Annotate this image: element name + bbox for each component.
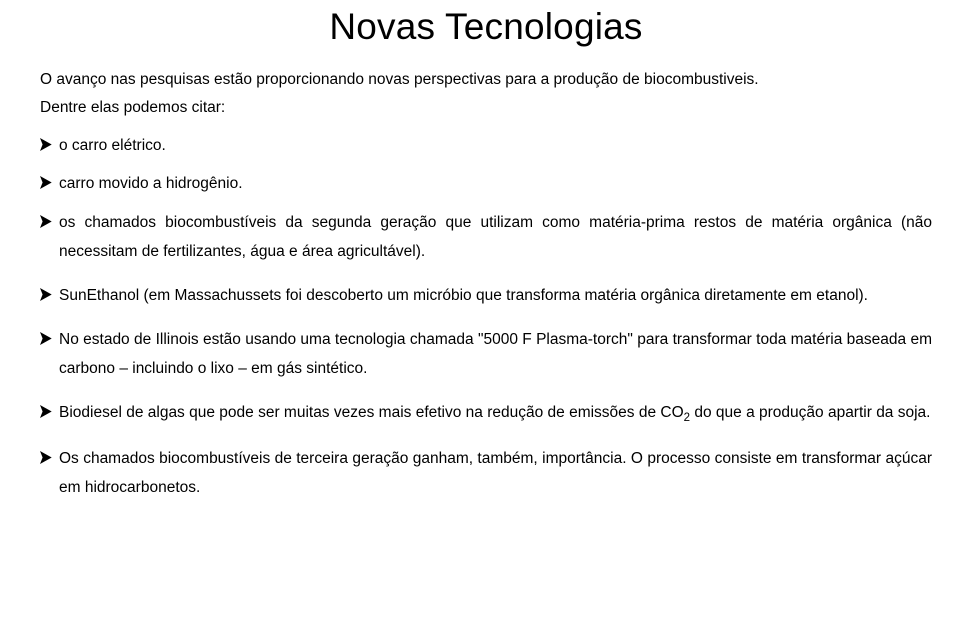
arrow-icon: [40, 169, 53, 199]
arrow-icon: [40, 208, 53, 238]
bullet-text: Os chamados biocombustíveis de terceira …: [59, 444, 932, 503]
bullet-text: SunEthanol (em Massachussets foi descobe…: [59, 281, 932, 310]
arrow-icon: [40, 281, 53, 311]
bullet-text-post: do que a produção apartir da soja.: [690, 404, 930, 421]
bullet-text: Biodiesel de algas que pode ser muitas v…: [59, 398, 932, 430]
page-title: Novas Tecnologias: [40, 6, 932, 48]
bullet-item: Os chamados biocombustíveis de terceira …: [40, 444, 932, 503]
bullet-text: o carro elétrico.: [59, 131, 932, 160]
bullet-item: Biodiesel de algas que pode ser muitas v…: [40, 398, 932, 430]
bullet-item: No estado de Illinois estão usando uma t…: [40, 325, 932, 384]
document-page: Novas Tecnologias O avanço nas pesquisas…: [0, 0, 960, 503]
bullet-item: os chamados biocombustíveis da segunda g…: [40, 208, 932, 267]
bullet-text-pre: Biodiesel de algas que pode ser muitas v…: [59, 404, 684, 421]
arrow-icon: [40, 325, 53, 355]
subintro-line: Dentre elas podemos citar:: [40, 99, 932, 117]
bullet-text: No estado de Illinois estão usando uma t…: [59, 325, 932, 384]
arrow-icon: [40, 444, 53, 474]
bullet-item: o carro elétrico.: [40, 131, 932, 161]
bullet-text: carro movido a hidrogênio.: [59, 169, 932, 198]
intro-paragraph: O avanço nas pesquisas estão proporciona…: [40, 70, 932, 91]
bullet-text: os chamados biocombustíveis da segunda g…: [59, 208, 932, 267]
bullet-item: carro movido a hidrogênio.: [40, 169, 932, 199]
bullet-item: SunEthanol (em Massachussets foi descobe…: [40, 281, 932, 311]
arrow-icon: [40, 398, 53, 428]
arrow-icon: [40, 131, 53, 161]
